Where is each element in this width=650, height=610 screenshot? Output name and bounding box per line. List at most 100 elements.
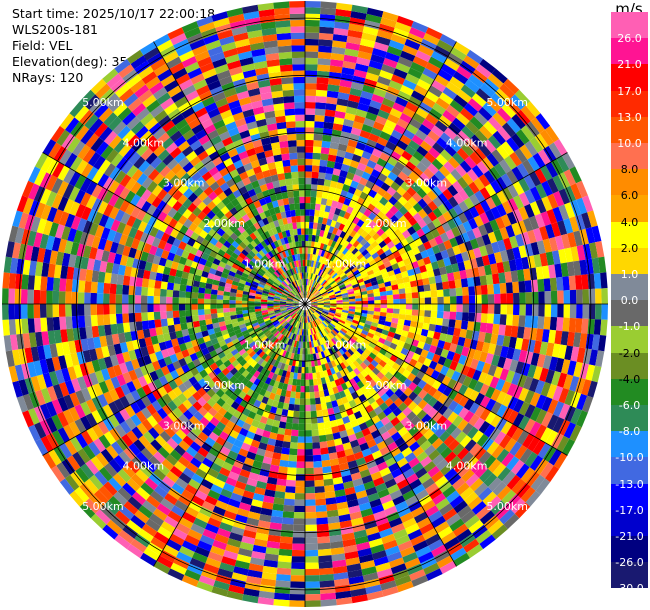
velocity-bin [305, 89, 317, 96]
velocity-bin [340, 131, 351, 140]
velocity-bin [376, 371, 385, 380]
velocity-bin [113, 343, 123, 355]
velocity-bin [239, 469, 251, 479]
velocity-bin [436, 225, 446, 236]
velocity-bin [340, 163, 350, 172]
velocity-bin [342, 299, 350, 302]
velocity-bin [176, 551, 192, 564]
velocity-bin [46, 290, 53, 304]
velocity-bin [392, 294, 400, 300]
velocity-bin [262, 382, 270, 391]
velocity-bin [355, 327, 363, 333]
velocity-bin [276, 288, 284, 293]
velocity-bin [323, 273, 329, 280]
velocity-bin [375, 482, 388, 493]
velocity-bin [271, 400, 279, 408]
velocity-bin [323, 307, 330, 310]
velocity-bin [411, 246, 421, 256]
velocity-bin [281, 309, 288, 313]
velocity-bin [381, 586, 399, 597]
velocity-bin [450, 547, 467, 561]
velocity-bin [588, 288, 596, 304]
velocity-bin [448, 400, 459, 412]
velocity-bin [394, 421, 405, 432]
velocity-bin [97, 357, 107, 371]
velocity-bin [396, 323, 404, 331]
velocity-bin [401, 330, 409, 338]
velocity-bin [35, 261, 44, 277]
velocity-bin [381, 256, 390, 264]
velocity-bin [482, 491, 497, 506]
velocity-bin [319, 288, 326, 293]
velocity-bin [286, 416, 294, 424]
velocity-bin [187, 405, 198, 416]
velocity-bin [152, 255, 161, 265]
velocity-bin [89, 474, 104, 490]
velocity-bin [401, 431, 413, 442]
velocity-bin [244, 416, 254, 426]
velocity-bin [333, 438, 343, 446]
velocity-bin [267, 534, 281, 543]
velocity-bin [84, 498, 100, 514]
velocity-bin [329, 309, 336, 313]
velocity-bin [333, 242, 340, 250]
velocity-bin [371, 183, 381, 193]
velocity-bin [504, 438, 517, 453]
velocity-bin [329, 261, 335, 269]
velocity-bin [429, 317, 437, 325]
velocity-bin [419, 522, 435, 535]
velocity-bin [474, 203, 485, 216]
velocity-bin [427, 211, 438, 222]
velocity-bin [359, 344, 367, 352]
velocity-bin [320, 250, 326, 257]
velocity-bin [440, 325, 449, 335]
velocity-bin [305, 549, 319, 557]
velocity-bin [59, 113, 75, 130]
velocity-bin [372, 383, 381, 393]
velocity-bin [436, 372, 446, 383]
velocity-bin [146, 253, 155, 264]
velocity-bin [297, 442, 305, 450]
velocity-bin [157, 358, 167, 369]
velocity-bin [56, 462, 71, 479]
velocity-bin [552, 250, 561, 265]
velocity-bin [28, 166, 41, 184]
velocity-bin [166, 158, 179, 171]
velocity-bin [359, 129, 371, 139]
velocity-bin [116, 274, 125, 285]
velocity-bin [223, 315, 231, 322]
velocity-bin [108, 193, 120, 207]
velocity-bin [192, 196, 203, 207]
velocity-bin [246, 517, 260, 527]
velocity-bin [160, 521, 176, 534]
velocity-bin [342, 232, 350, 241]
velocity-bin [215, 436, 227, 447]
velocity-bin [293, 314, 299, 320]
velocity-bin [306, 316, 308, 323]
velocity-bin [322, 357, 328, 364]
velocity-bin [256, 315, 263, 320]
velocity-bin [505, 314, 513, 326]
velocity-bin [398, 205, 409, 216]
velocity-bin [253, 433, 263, 443]
velocity-bin [144, 336, 153, 347]
velocity-bin [432, 493, 446, 506]
velocity-bin [367, 237, 376, 245]
velocity-bin [312, 313, 317, 320]
velocity-bin [525, 121, 540, 137]
velocity-bin [255, 339, 263, 347]
velocity-bin [305, 221, 310, 229]
velocity-bin [134, 304, 142, 313]
velocity-bin [525, 490, 541, 507]
velocity-bin [34, 422, 47, 439]
velocity-bin [452, 152, 465, 165]
velocity-bin [332, 123, 344, 132]
velocity-bin [229, 367, 238, 376]
velocity-bin [264, 272, 271, 278]
velocity-bin [329, 280, 336, 286]
velocity-bin [478, 143, 492, 157]
velocity-bin [307, 259, 310, 267]
velocity-bin [167, 487, 182, 500]
velocity-bin [191, 309, 199, 316]
velocity-bin [135, 277, 143, 287]
